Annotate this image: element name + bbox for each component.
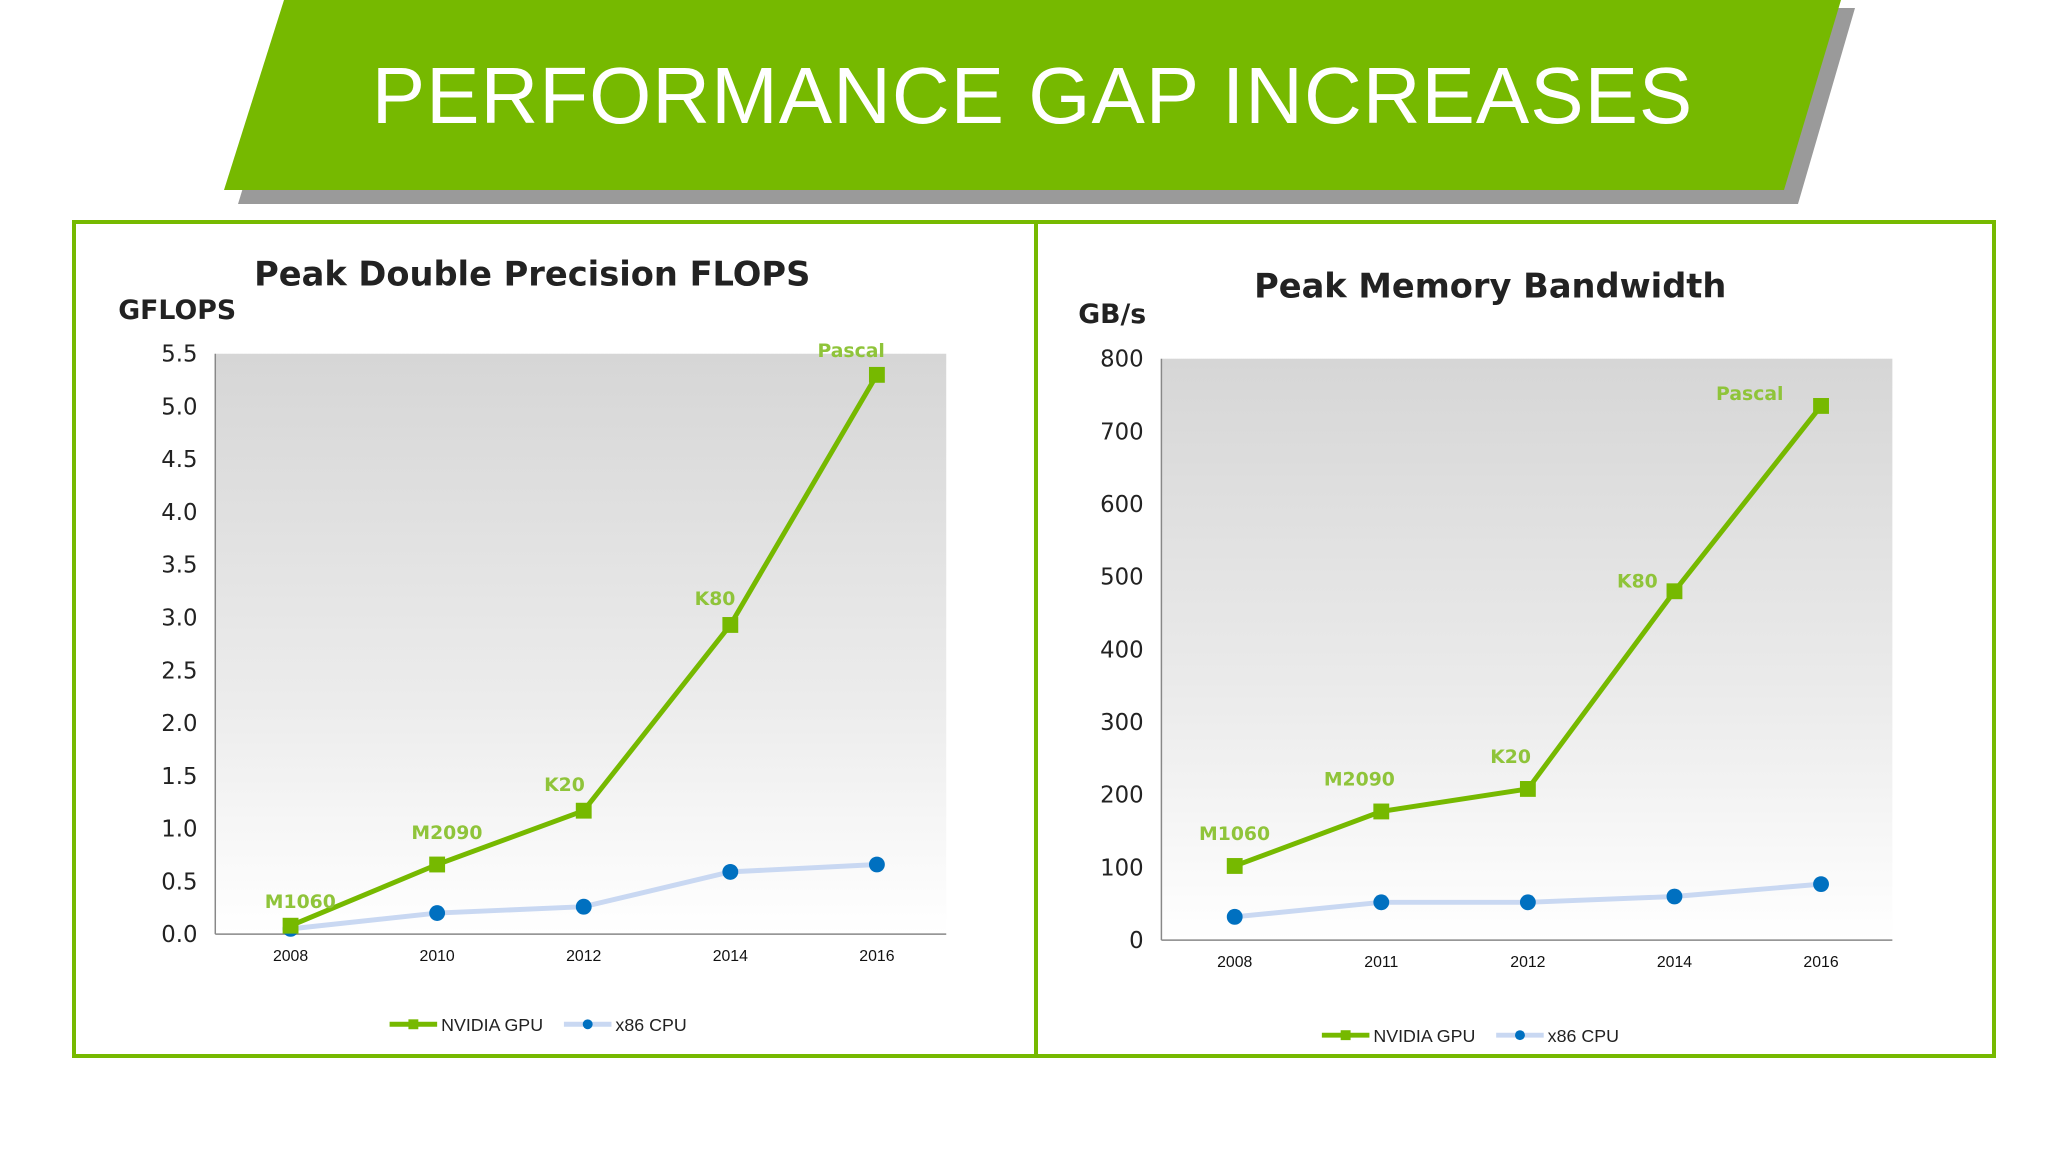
y-tick-label: 300 [1100, 710, 1143, 736]
legend-gpu-marker [1340, 1030, 1351, 1041]
title-banner [224, 0, 1841, 190]
flops-chart: Peak Double Precision FLOPS GFLOPS 0.0 0.5 1… [118, 254, 947, 1035]
y-tick-label: 800 [1100, 347, 1143, 373]
gpu-data-point [1373, 803, 1390, 820]
gpu-model-label: M1060 [1199, 824, 1270, 845]
gpu-data-point [722, 617, 739, 633]
gpu-model-label: K20 [544, 775, 585, 796]
y-axis-unit-label: GFLOPS [118, 295, 236, 326]
y-tick-label: 5.5 [161, 342, 197, 368]
x-tick-label: 2012 [1510, 954, 1545, 971]
y-axis-unit-label: GB/s [1078, 299, 1146, 330]
gpu-data-point [1666, 583, 1683, 600]
y-tick-label: 1.5 [161, 764, 197, 790]
x-tick-label: 2010 [420, 948, 455, 965]
y-tick-label: 2.0 [161, 711, 197, 737]
legend-gpu-label: NVIDIA GPU [1373, 1026, 1475, 1046]
gpu-model-label: K20 [1490, 747, 1531, 768]
legend-gpu-marker [408, 1019, 419, 1030]
x-tick-label: 2012 [566, 948, 601, 965]
gpu-model-label: Pascal [817, 341, 884, 362]
gpu-model-label: Pascal [1716, 384, 1783, 405]
x-tick-label: 2014 [713, 948, 748, 965]
chart-title: Peak Memory Bandwidth [1254, 266, 1726, 305]
cpu-data-point [575, 898, 592, 915]
gpu-model-label: M2090 [411, 823, 482, 844]
cpu-data-point [868, 856, 885, 873]
x-tick-label: 2008 [1217, 954, 1252, 971]
y-tick-label: 600 [1100, 492, 1143, 518]
y-tick-label: 4.5 [161, 447, 197, 473]
gpu-model-label: M1060 [265, 892, 336, 913]
x-tick-label: 2016 [859, 948, 894, 965]
chart-title: Peak Double Precision FLOPS [254, 254, 810, 293]
chart-panel-flops: Peak Double Precision FLOPS GFLOPS 0.0 0.5 1… [72, 220, 1040, 1058]
cpu-data-point [1813, 876, 1829, 893]
cpu-data-point [429, 905, 446, 921]
gpu-data-point [575, 802, 592, 819]
gpu-data-point [1813, 398, 1829, 414]
cpu-data-point [1666, 888, 1683, 905]
y-tick-label: 3.5 [161, 553, 197, 579]
gpu-data-point [868, 366, 885, 383]
cpu-data-point [1519, 894, 1536, 911]
y-tick-label: 0.5 [161, 869, 197, 895]
y-tick-label: 0.0 [161, 922, 197, 948]
gpu-model-label: K80 [695, 589, 736, 610]
cpu-data-point [1373, 894, 1390, 911]
y-tick-label: 400 [1100, 637, 1143, 663]
y-tick-label: 3.0 [161, 605, 197, 631]
y-tick-label: 5.0 [161, 394, 197, 420]
y-tick-label: 500 [1100, 565, 1143, 591]
plot-area [1161, 358, 1893, 941]
y-tick-label: 200 [1100, 783, 1143, 809]
x-tick-label: 2008 [273, 948, 308, 965]
y-tick-label: 2.5 [161, 658, 197, 684]
y-tick-label: 1.0 [161, 817, 197, 843]
chart-panel-bandwidth: Peak Memory Bandwidth GB/s 0 100 200 300 400 50… [1034, 220, 1996, 1058]
y-tick-label: 700 [1100, 419, 1143, 445]
y-tick-label: 0 [1129, 928, 1143, 954]
gpu-data-point [429, 856, 446, 873]
legend-cpu-marker [582, 1019, 593, 1030]
cpu-data-point [1226, 908, 1243, 925]
gpu-model-label: M2090 [1324, 770, 1395, 791]
slide-title: PERFORMANCE GAP INCREASES [371, 51, 1694, 140]
legend-cpu-label: x86 CPU [1548, 1026, 1619, 1046]
gpu-model-label: K80 [1617, 571, 1658, 592]
legend-cpu-label: x86 CPU [615, 1015, 686, 1035]
gpu-data-point [282, 917, 299, 934]
gpu-data-point [1226, 858, 1243, 874]
legend-cpu-marker [1515, 1030, 1525, 1041]
legend-gpu-label: NVIDIA GPU [441, 1015, 543, 1035]
x-tick-label: 2011 [1364, 954, 1398, 971]
x-tick-label: 2014 [1657, 954, 1692, 971]
bandwidth-chart: Peak Memory Bandwidth GB/s 0 100 200 300 400 50… [1078, 266, 1893, 1046]
plot-area [215, 353, 947, 935]
x-tick-label: 2016 [1803, 954, 1838, 971]
gpu-data-point [1519, 781, 1536, 797]
y-tick-label: 4.0 [161, 500, 197, 526]
y-tick-label: 100 [1100, 855, 1143, 881]
cpu-data-point [722, 863, 739, 880]
